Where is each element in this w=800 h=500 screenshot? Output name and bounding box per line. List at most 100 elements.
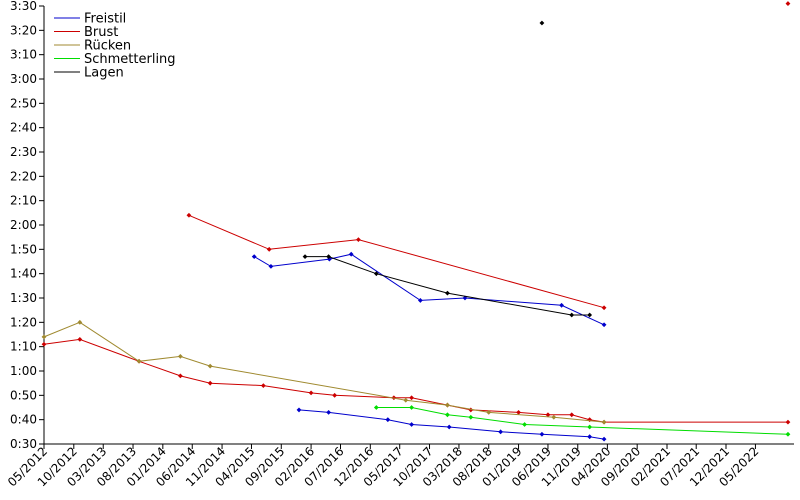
data-point bbox=[601, 436, 607, 442]
y-tick-label: 0:40 bbox=[10, 413, 37, 427]
series-line bbox=[376, 407, 789, 435]
series-lagen-7 bbox=[302, 254, 593, 318]
data-point bbox=[409, 405, 414, 410]
data-point bbox=[266, 246, 272, 252]
legend-label: Freistil bbox=[84, 12, 126, 27]
y-tick-label: 1:50 bbox=[10, 242, 37, 256]
y-tick-label: 0:30 bbox=[10, 437, 37, 451]
series-line bbox=[188, 214, 605, 309]
data-point bbox=[486, 409, 492, 415]
data-point bbox=[785, 419, 791, 425]
series-line bbox=[43, 338, 788, 423]
data-point bbox=[41, 341, 47, 347]
data-point bbox=[260, 383, 266, 388]
series-rcken-5 bbox=[41, 319, 607, 425]
series-line bbox=[253, 253, 605, 326]
data-point bbox=[403, 397, 409, 403]
data-point bbox=[601, 419, 607, 425]
data-point bbox=[348, 251, 354, 257]
data-point bbox=[296, 407, 302, 413]
y-tick-label: 2:50 bbox=[10, 96, 37, 110]
data-point bbox=[601, 322, 607, 328]
y-tick-label: 3:10 bbox=[10, 48, 37, 62]
y-tick-label: 3:00 bbox=[10, 72, 37, 86]
data-point bbox=[468, 414, 474, 420]
y-tick-label: 1:30 bbox=[10, 291, 37, 305]
data-point bbox=[302, 254, 308, 260]
data-point bbox=[326, 409, 332, 415]
data-point bbox=[587, 434, 593, 440]
y-tick-label: 2:00 bbox=[10, 218, 37, 232]
data-point bbox=[417, 298, 423, 303]
data-point bbox=[516, 409, 521, 415]
data-point bbox=[77, 336, 83, 342]
data-point bbox=[445, 290, 450, 296]
data-point bbox=[559, 302, 564, 308]
data-point bbox=[308, 390, 314, 396]
series-brust-4 bbox=[785, 1, 791, 6]
legend-item: Lagen bbox=[54, 66, 124, 81]
data-point bbox=[409, 422, 414, 427]
data-point bbox=[587, 312, 593, 318]
series-line bbox=[43, 321, 605, 423]
y-tick-label: 3:30 bbox=[10, 0, 37, 13]
series-layer bbox=[41, 1, 791, 442]
data-point bbox=[445, 412, 450, 418]
legend-label: Lagen bbox=[84, 66, 124, 81]
data-point bbox=[136, 358, 142, 364]
data-point bbox=[207, 380, 213, 386]
y-tick-label: 2:30 bbox=[10, 145, 37, 159]
series-line bbox=[305, 256, 590, 316]
series-lagen-8 bbox=[539, 20, 545, 26]
data-point bbox=[373, 405, 379, 410]
series-freistil-1 bbox=[296, 407, 607, 442]
data-point bbox=[77, 319, 83, 325]
data-point bbox=[785, 1, 791, 6]
data-point bbox=[373, 271, 379, 277]
legend-item: Schmetterling bbox=[54, 52, 176, 67]
data-point bbox=[522, 422, 527, 427]
data-point bbox=[332, 392, 338, 398]
data-point bbox=[251, 254, 257, 260]
data-point bbox=[545, 412, 551, 418]
y-tick-label: 2:10 bbox=[10, 194, 37, 208]
data-point bbox=[177, 354, 183, 359]
data-point bbox=[601, 305, 607, 311]
data-point bbox=[569, 412, 575, 418]
data-point bbox=[498, 429, 504, 435]
data-point bbox=[326, 254, 332, 260]
y-tick-label: 0:50 bbox=[10, 388, 37, 402]
data-point bbox=[539, 431, 545, 437]
data-point bbox=[587, 424, 593, 430]
legend-item: Brust bbox=[54, 25, 118, 40]
data-point bbox=[41, 334, 47, 340]
series-brust-3 bbox=[41, 336, 791, 425]
series-line bbox=[298, 409, 605, 440]
data-point bbox=[268, 263, 274, 269]
series-freistil-0 bbox=[251, 251, 607, 328]
series-schmetterling-6 bbox=[373, 405, 791, 437]
legend-label: Rücken bbox=[84, 39, 131, 54]
y-tick-label: 2:20 bbox=[10, 169, 37, 183]
data-point bbox=[551, 414, 557, 420]
data-point bbox=[569, 312, 575, 318]
y-tick-label: 2:40 bbox=[10, 121, 37, 135]
data-point bbox=[446, 424, 452, 430]
data-point bbox=[186, 212, 192, 218]
legend-item: Rücken bbox=[54, 39, 131, 54]
legend-label: Schmetterling bbox=[84, 52, 176, 67]
y-tick-label: 3:20 bbox=[10, 23, 37, 37]
data-point bbox=[409, 395, 414, 401]
legend-item: Freistil bbox=[54, 12, 126, 27]
data-point bbox=[207, 363, 213, 369]
legend-label: Brust bbox=[84, 25, 118, 40]
data-point bbox=[539, 20, 545, 26]
y-tick-label: 1:10 bbox=[10, 340, 37, 354]
data-point bbox=[356, 237, 361, 242]
data-point bbox=[445, 402, 450, 408]
data-point bbox=[385, 417, 391, 423]
y-tick-label: 1:40 bbox=[10, 267, 37, 281]
data-point bbox=[177, 373, 183, 379]
